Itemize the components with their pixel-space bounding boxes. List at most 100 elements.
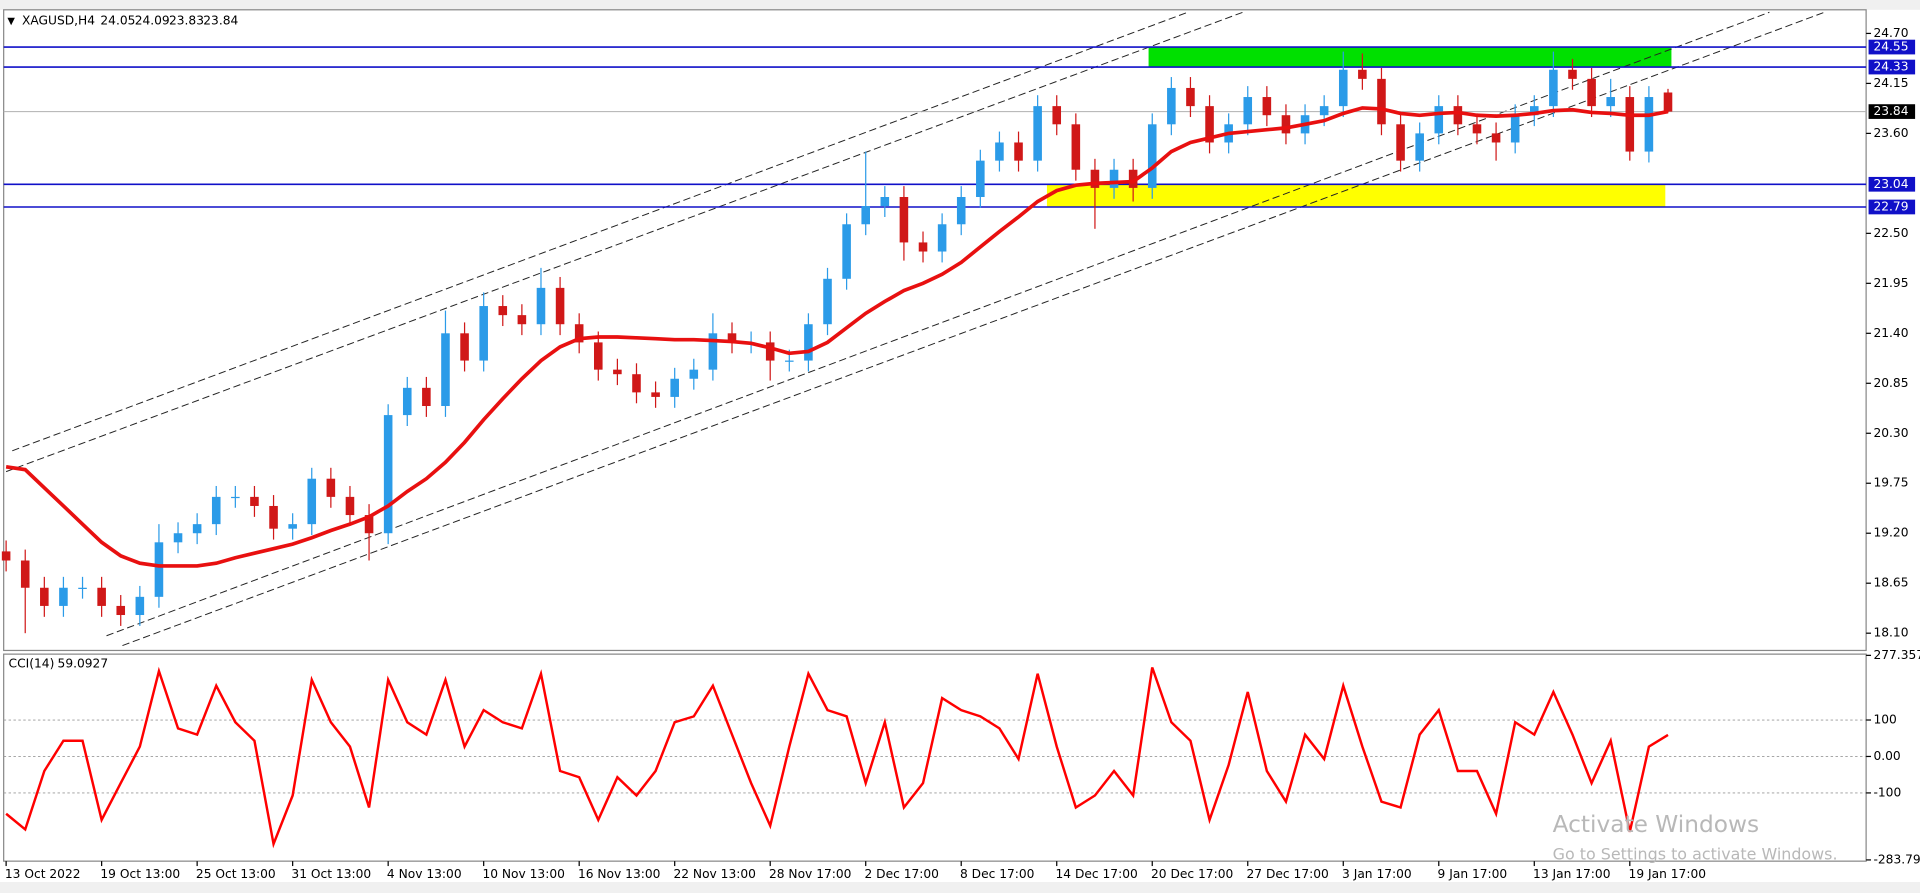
y-tick-label: 19.75 [1873, 476, 1908, 490]
x-tick-label: 9 Jan 17:00 [1438, 867, 1508, 881]
symbol-label: XAGUSD,H4 [22, 13, 95, 27]
level-label-box [1868, 59, 1916, 75]
candle-body [976, 160, 985, 197]
level-label-box [1868, 176, 1916, 192]
candle-body [345, 496, 355, 516]
candle-body [78, 587, 87, 589]
candle-body [288, 524, 297, 529]
candle-body [956, 196, 966, 225]
y-tick-label: 277.357 [1873, 648, 1920, 662]
candle-body [536, 287, 546, 325]
candle-body [364, 515, 374, 534]
candle-body [1262, 97, 1272, 116]
level-label: 23.04 [1873, 177, 1908, 191]
candle-body [1281, 115, 1291, 134]
indicator-title: CCI(14) [9, 656, 55, 670]
x-tick-label: 31 Oct 13:00 [291, 867, 371, 881]
candle-body [517, 315, 527, 325]
candle-body [1033, 106, 1042, 161]
candle-body [1434, 106, 1444, 134]
current-price-label-box [1868, 104, 1916, 119]
cci-line [5, 666, 1669, 849]
indicator-panel [3, 653, 1867, 862]
current-price-label: 23.84 [1873, 104, 1908, 118]
panel-menu-icon[interactable]: ▼ [7, 16, 15, 27]
y-tick-label: 22.50 [1873, 226, 1908, 240]
candle-body [1147, 124, 1157, 188]
y-tick-label: 18.10 [1873, 626, 1908, 640]
candle-body [995, 142, 1004, 161]
candle-body [1052, 106, 1062, 125]
x-tick-label: 2 Dec 17:00 [864, 867, 938, 881]
candle-body [460, 333, 469, 361]
tab-strip [0, 881, 1920, 893]
candle-body [1338, 69, 1348, 107]
candle-body [842, 224, 851, 279]
y-tick-label: 21.40 [1873, 326, 1908, 340]
candle-body [116, 605, 126, 616]
candle-body [479, 306, 488, 361]
candle-body [555, 287, 565, 325]
moving-average [5, 106, 1669, 568]
candle-body [383, 415, 393, 534]
ohlc-value: 23.83 [169, 13, 204, 27]
zone [1046, 184, 1666, 207]
x-tick-label: 20 Dec 17:00 [1151, 867, 1233, 881]
candle-body [135, 596, 145, 616]
candle-body [1549, 69, 1558, 107]
candle-body [1587, 78, 1596, 107]
candle-body [651, 392, 660, 397]
y-tick-label: 0.00 [1873, 749, 1900, 763]
candle-body [689, 369, 699, 379]
x-tick-label: 4 Nov 13:00 [387, 867, 462, 881]
candle-body [765, 342, 775, 361]
candle-body [1014, 142, 1023, 161]
candle-body [594, 342, 603, 370]
candle-body [727, 333, 737, 343]
candle-body [154, 542, 164, 597]
candle-body [173, 533, 183, 543]
y-tick-label: 19.20 [1873, 526, 1908, 540]
watermark-subtitle: Go to Settings to activate Windows. [1553, 845, 1838, 864]
candle-body [1606, 97, 1615, 107]
level-label: 22.79 [1873, 199, 1908, 213]
candle-body [307, 478, 317, 525]
candle-body [441, 333, 450, 407]
watermark-title: Activate Windows [1553, 811, 1759, 838]
y-tick-label: 21.95 [1873, 276, 1908, 290]
level-label: 24.33 [1873, 60, 1908, 74]
price-panel [3, 9, 1867, 652]
candle-body [1396, 124, 1405, 161]
candle-body [1510, 115, 1520, 143]
y-tick-label: 20.85 [1873, 376, 1908, 390]
candle-body [422, 387, 431, 407]
candle-body [1358, 69, 1367, 79]
candle-body [1663, 92, 1673, 112]
candle-body [670, 378, 679, 397]
candle-body [20, 560, 30, 588]
candle-body [402, 387, 412, 416]
candle-body [823, 278, 832, 325]
candle-body [632, 374, 641, 393]
x-tick-label: 19 Jan 17:00 [1629, 867, 1706, 881]
x-tick-label: 3 Jan 17:00 [1342, 867, 1412, 881]
x-tick-label: 25 Oct 13:00 [196, 867, 276, 881]
x-tick-label: 28 Nov 17:00 [769, 867, 851, 881]
candle-body [1377, 78, 1386, 125]
candle-body [1530, 106, 1539, 116]
candle-body [1319, 106, 1329, 116]
candle-body [574, 324, 584, 343]
ohlc-value: 23.84 [203, 13, 238, 27]
x-tick-label: 16 Nov 13:00 [578, 867, 660, 881]
candle-body [937, 224, 947, 252]
level-label: 24.55 [1873, 40, 1908, 54]
candle-body [40, 587, 49, 606]
y-tick-label: 23.60 [1873, 126, 1908, 140]
y-tick-label: 100 [1873, 713, 1896, 727]
candle-body [1453, 106, 1463, 125]
y-tick-label: -100 [1873, 785, 1901, 799]
candle-body [1625, 97, 1635, 152]
x-tick-label: 22 Nov 13:00 [673, 867, 755, 881]
x-tick-label: 13 Jan 17:00 [1533, 867, 1610, 881]
candle-body [1472, 124, 1482, 134]
